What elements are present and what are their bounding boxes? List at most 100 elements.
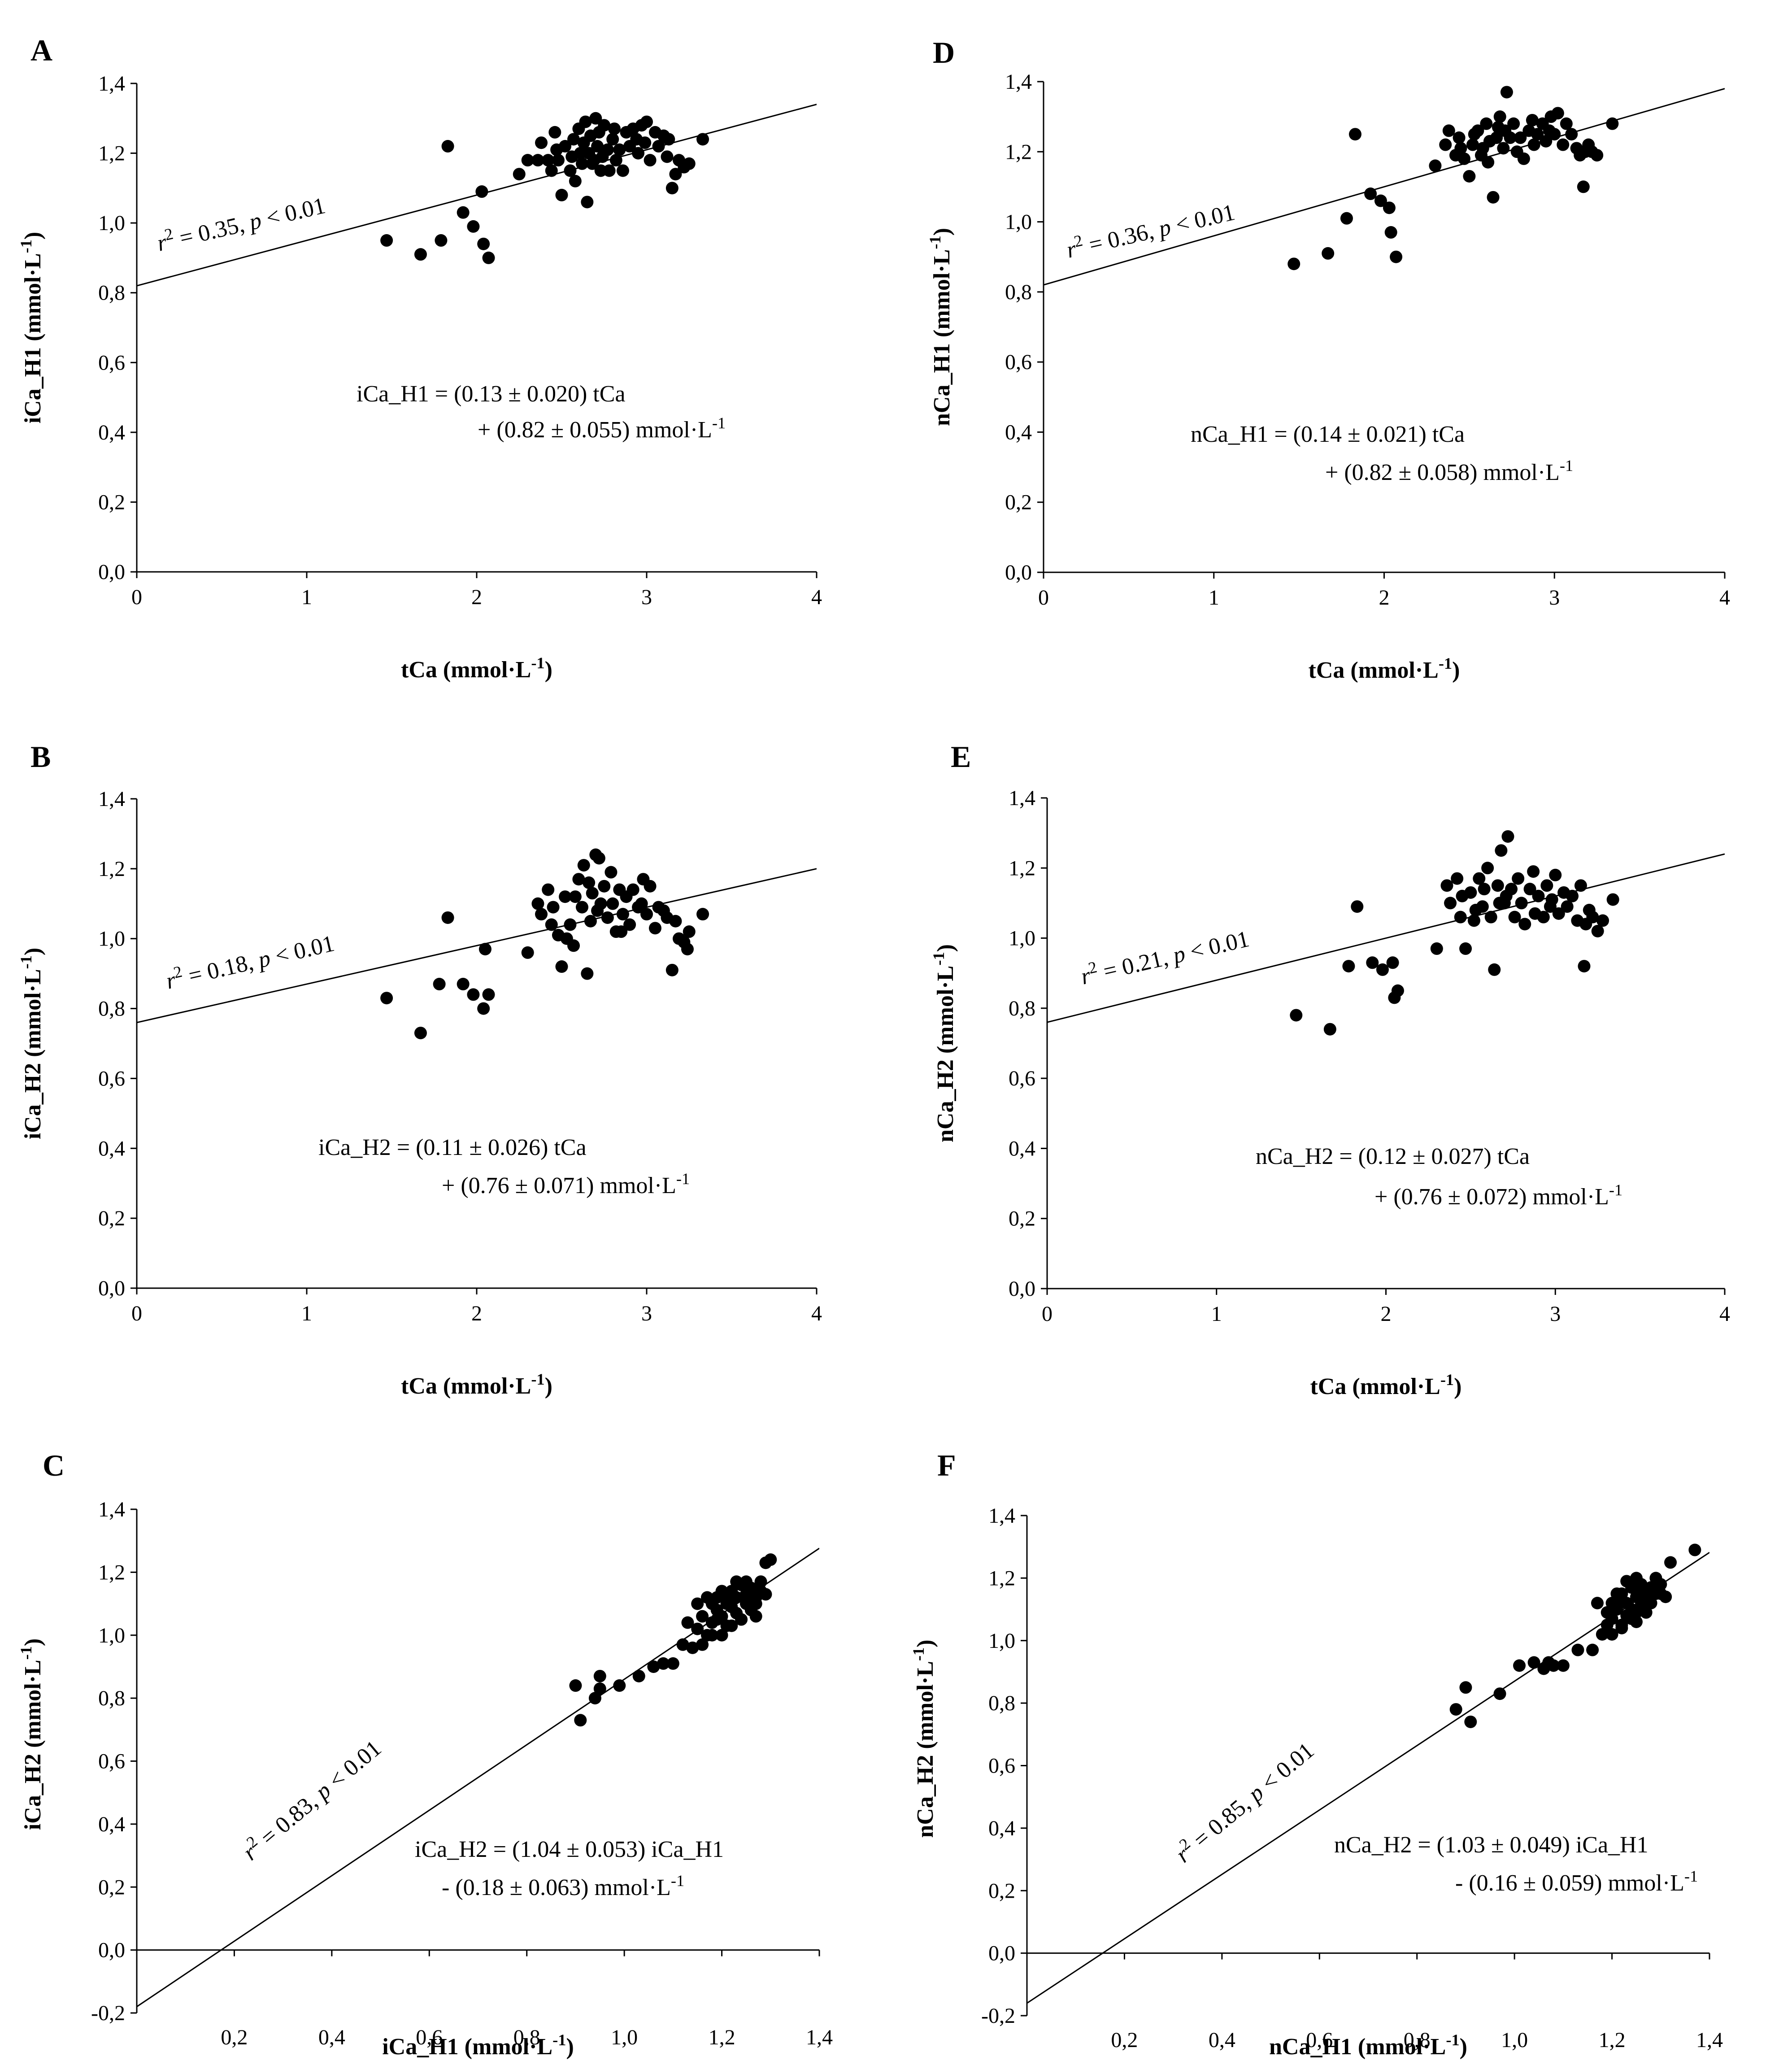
data-point bbox=[1478, 883, 1491, 896]
data-point bbox=[1459, 942, 1472, 955]
data-point bbox=[683, 157, 696, 170]
y-tick-label: 1,0 bbox=[98, 1624, 125, 1647]
x-tick-label: 1,4 bbox=[1696, 2028, 1723, 2052]
x-tick-label: 0,8 bbox=[513, 2026, 540, 2049]
data-point bbox=[457, 206, 470, 219]
regression-equation: iCa_H1 = (0.13 ± 0.020) tCa bbox=[357, 381, 625, 407]
data-point bbox=[542, 154, 555, 167]
data-point bbox=[608, 122, 621, 135]
y-tick-label: 1,2 bbox=[988, 1566, 1015, 1590]
x-tick-label: 3 bbox=[641, 585, 652, 609]
data-point bbox=[1287, 257, 1301, 270]
data-point bbox=[754, 1575, 767, 1588]
y-tick-label: 0,2 bbox=[1009, 1207, 1035, 1231]
y-tick-label: 1,0 bbox=[98, 927, 125, 951]
y-tick-label: 1,4 bbox=[1005, 70, 1032, 94]
data-point bbox=[615, 925, 628, 938]
panel-letter: F bbox=[937, 1448, 956, 1482]
data-point bbox=[1469, 904, 1482, 917]
x-axis-label: tCa (mmol·L-1) bbox=[401, 654, 552, 683]
data-point bbox=[1557, 1659, 1570, 1672]
data-point bbox=[1484, 911, 1497, 924]
data-point bbox=[1476, 142, 1489, 155]
data-point bbox=[594, 164, 607, 177]
data-point bbox=[1578, 960, 1591, 973]
data-point bbox=[1374, 194, 1387, 207]
y-tick-label: 1,4 bbox=[98, 787, 125, 811]
y-tick-label: -0,2 bbox=[981, 2004, 1015, 2028]
stat-annotation: r2 = 0.83, p < 0.01 bbox=[236, 1733, 387, 1865]
x-tick-label: 2 bbox=[1381, 1302, 1392, 1326]
data-point bbox=[1527, 1656, 1540, 1669]
data-point bbox=[593, 1682, 606, 1695]
y-tick-label: 0,8 bbox=[988, 1691, 1015, 1715]
data-point bbox=[1508, 911, 1521, 924]
data-point bbox=[581, 196, 594, 209]
data-point bbox=[1481, 862, 1494, 875]
regression-line bbox=[137, 1547, 819, 2008]
data-point bbox=[1640, 1606, 1653, 1619]
data-point bbox=[1449, 1703, 1462, 1716]
data-point bbox=[577, 859, 590, 872]
x-axis-label: tCa (mmol·L-1) bbox=[1310, 1371, 1462, 1399]
data-point bbox=[606, 133, 619, 146]
y-tick-label: 0,2 bbox=[98, 1207, 125, 1230]
x-tick-label: 3 bbox=[641, 1302, 652, 1325]
data-point bbox=[560, 932, 573, 945]
data-point bbox=[1577, 180, 1590, 193]
data-point bbox=[609, 154, 622, 167]
data-point bbox=[605, 866, 618, 879]
data-point bbox=[652, 140, 665, 153]
data-point bbox=[1444, 897, 1457, 910]
data-point bbox=[564, 164, 577, 177]
y-tick-label: 0,4 bbox=[98, 1137, 125, 1160]
data-point bbox=[1439, 138, 1452, 151]
data-point bbox=[565, 150, 578, 163]
data-point bbox=[1383, 201, 1396, 214]
data-point bbox=[535, 908, 548, 921]
data-point bbox=[547, 901, 560, 914]
data-point bbox=[1440, 879, 1453, 892]
data-point bbox=[1557, 138, 1570, 151]
x-axis-label: nCa_H1 (mmol·L-1) bbox=[1269, 2031, 1467, 2060]
data-point bbox=[1526, 113, 1539, 126]
data-point bbox=[1391, 984, 1404, 997]
data-point bbox=[433, 978, 446, 991]
data-point bbox=[691, 1597, 704, 1610]
y-axis-label: iCa_H1 (mmol·L-1) bbox=[17, 232, 46, 424]
data-point bbox=[1540, 879, 1553, 892]
data-point bbox=[583, 876, 596, 889]
data-point bbox=[467, 220, 480, 233]
data-point bbox=[705, 1629, 718, 1642]
data-point bbox=[1544, 900, 1557, 913]
x-tick-label: 0 bbox=[1038, 586, 1049, 610]
data-point bbox=[1571, 1643, 1584, 1656]
data-point bbox=[700, 1591, 713, 1604]
data-point bbox=[1537, 911, 1550, 924]
data-point bbox=[1491, 879, 1504, 892]
regression-equation: nCa_H2 = (0.12 ± 0.027) tCa bbox=[1256, 1144, 1530, 1169]
data-point bbox=[535, 136, 548, 149]
y-axis-label: nCa_H1 (mmol·L-1) bbox=[926, 228, 955, 426]
data-point bbox=[644, 880, 657, 893]
data-point bbox=[1495, 844, 1508, 857]
data-point bbox=[1688, 1543, 1701, 1556]
data-point bbox=[647, 1660, 660, 1673]
regression-equation: iCa_H2 = (0.11 ± 0.026) tCa bbox=[318, 1135, 587, 1160]
data-point bbox=[531, 897, 544, 910]
data-point bbox=[1596, 1628, 1609, 1641]
data-point bbox=[1453, 131, 1466, 144]
data-point bbox=[581, 967, 594, 980]
y-tick-label: 0,6 bbox=[98, 351, 125, 375]
data-point bbox=[1386, 956, 1399, 969]
data-point bbox=[632, 1669, 645, 1682]
data-point bbox=[575, 157, 588, 170]
regression-line bbox=[1027, 1551, 1709, 2004]
x-axis-label: tCa (mmol·L-1) bbox=[401, 1370, 552, 1399]
data-point bbox=[531, 154, 544, 167]
data-point bbox=[564, 918, 577, 931]
data-point bbox=[569, 890, 582, 903]
data-point bbox=[1547, 1659, 1560, 1672]
data-point bbox=[1464, 1715, 1477, 1728]
data-point bbox=[1488, 963, 1501, 976]
